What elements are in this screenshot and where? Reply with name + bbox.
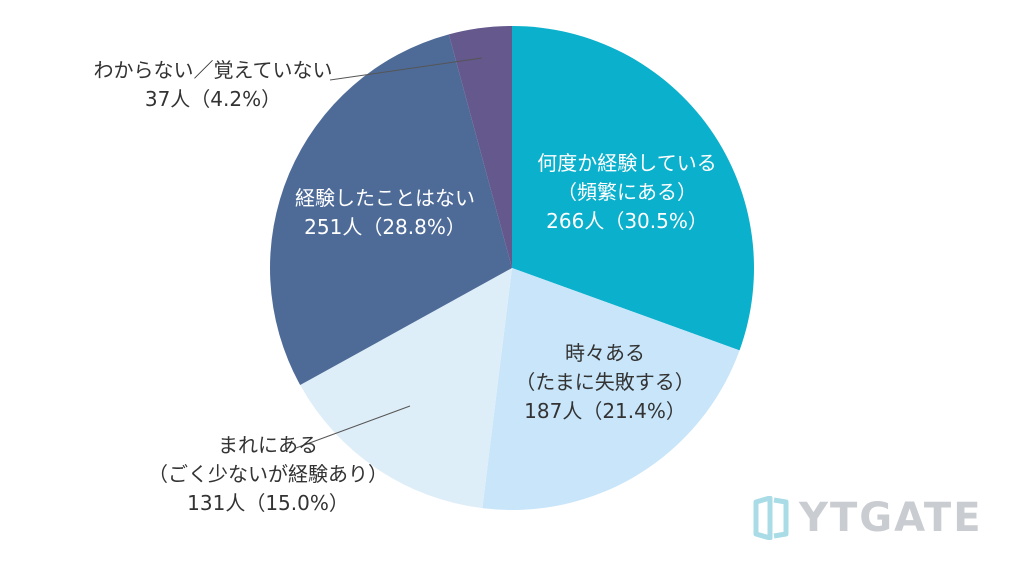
pie-slice-3 — [300, 268, 512, 509]
pie-slice-4 — [270, 34, 512, 386]
slice-value-label-4: 251人（28.8%） — [304, 215, 466, 239]
leader-line-5 — [329, 57, 483, 81]
slice-value-label-2: 187人（21.4%） — [524, 399, 686, 423]
slice-sublabel-3: （ごく少ないが経験あり） — [148, 462, 388, 486]
slice-sublabel-2: （たまに失敗する） — [515, 370, 694, 394]
brand-logo-text: YTGATE — [799, 495, 983, 541]
slice-value-label-5: 37人（4.2%） — [145, 87, 281, 111]
slice-value-label-1: 266人（30.5%） — [546, 209, 708, 233]
slice-labels: 何度か経験している （頻繁にある） 266人（30.5%） 時々ある （たまに失敗する）… — [94, 58, 717, 515]
pie-slices — [270, 26, 754, 510]
slice-label-5: わからない／覚えていない — [94, 58, 333, 82]
leader-lines — [295, 57, 483, 449]
leader-line-3 — [295, 405, 411, 449]
slice-label-3: まれにある — [218, 433, 318, 457]
slice-label-2: 時々ある — [565, 341, 645, 365]
pie-slice-2 — [482, 268, 740, 510]
slice-label-4: 経験したことはない — [295, 186, 475, 210]
pie-slice-5 — [448, 26, 512, 268]
slice-value-label-3: 131人（15.0%） — [187, 491, 349, 515]
slice-sublabel-1: （頻繁にある） — [557, 180, 697, 204]
pie-slice-1 — [512, 26, 754, 351]
slice-label-1: 何度か経験している — [537, 151, 716, 175]
brand-logo-icon — [753, 496, 789, 540]
